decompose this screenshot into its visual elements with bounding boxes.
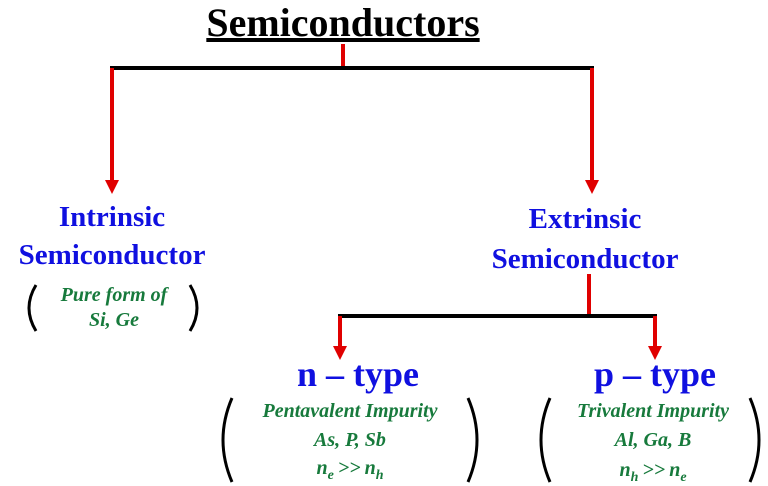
relation: ne >> nh [316,457,383,483]
arrow-head [648,346,662,360]
text-part: h [376,468,384,483]
text-part: n [619,459,630,481]
node-label: Semiconductor [19,239,206,271]
text-part: e [680,470,686,485]
text-part: n [365,457,376,479]
node-note: Pure form of [60,284,170,306]
node-label: p – type [594,354,716,394]
text-part: n [669,459,680,481]
node-note: Si, Ge [89,309,139,331]
paren [188,284,199,332]
paren [221,397,234,483]
paren [27,284,38,332]
title: Semiconductors [206,0,479,45]
text-part: h [631,470,639,485]
text-part: >> [338,457,361,479]
paren [539,397,552,483]
arrow-head [105,180,119,194]
node-label: Extrinsic [529,203,642,235]
text-part: n [316,457,327,479]
arrow-head [333,346,347,360]
node-note: Trivalent Impurity [577,400,729,422]
text-part: e [328,468,334,483]
node-note: Al, Ga, B [613,429,692,451]
paren [748,397,761,483]
text-part: >> [642,459,665,481]
node-label: n – type [297,354,419,394]
arrow-head [585,180,599,194]
node-label: Intrinsic [59,201,165,233]
paren [466,397,479,483]
node-note: Pentavalent Impurity [262,400,438,422]
node-note: As, P, Sb [312,429,386,451]
node-label: Semiconductor [492,243,679,275]
relation: nh >> ne [619,459,686,485]
